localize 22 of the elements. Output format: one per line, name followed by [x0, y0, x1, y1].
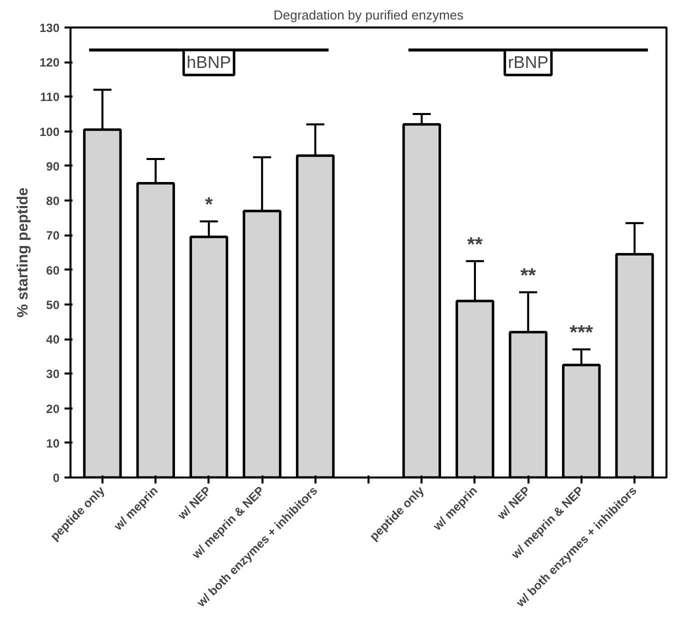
data-label: ** — [520, 265, 536, 288]
y-tick-label: 120 — [39, 56, 60, 70]
annotation: rBNP — [508, 53, 548, 72]
y-tick-label: 70 — [46, 228, 60, 243]
y-tick-label: 20 — [46, 402, 60, 416]
data-label: * — [204, 194, 213, 216]
data-label: ** — [467, 234, 483, 256]
y-tick-label: 90 — [46, 159, 60, 174]
y-tick-label: 60 — [46, 263, 60, 278]
y-tick-label: 50 — [46, 298, 60, 312]
annotation: hBNP — [186, 53, 232, 72]
chart-title: Degradation by purified enzymes — [273, 8, 464, 22]
y-tick-label: 80 — [46, 194, 60, 208]
y-tick-label: 0 — [52, 471, 60, 485]
y-tick-label: 10 — [46, 436, 60, 450]
y-tick-label: 130 — [39, 21, 60, 35]
y-tick-label: 100 — [39, 124, 60, 139]
data-label: *** — [570, 322, 594, 344]
y-axis-title: % starting peptide — [14, 187, 32, 318]
y-tick-label: 40 — [46, 332, 60, 347]
y-tick-label: 30 — [46, 367, 60, 382]
y-tick-label: 110 — [40, 90, 60, 104]
